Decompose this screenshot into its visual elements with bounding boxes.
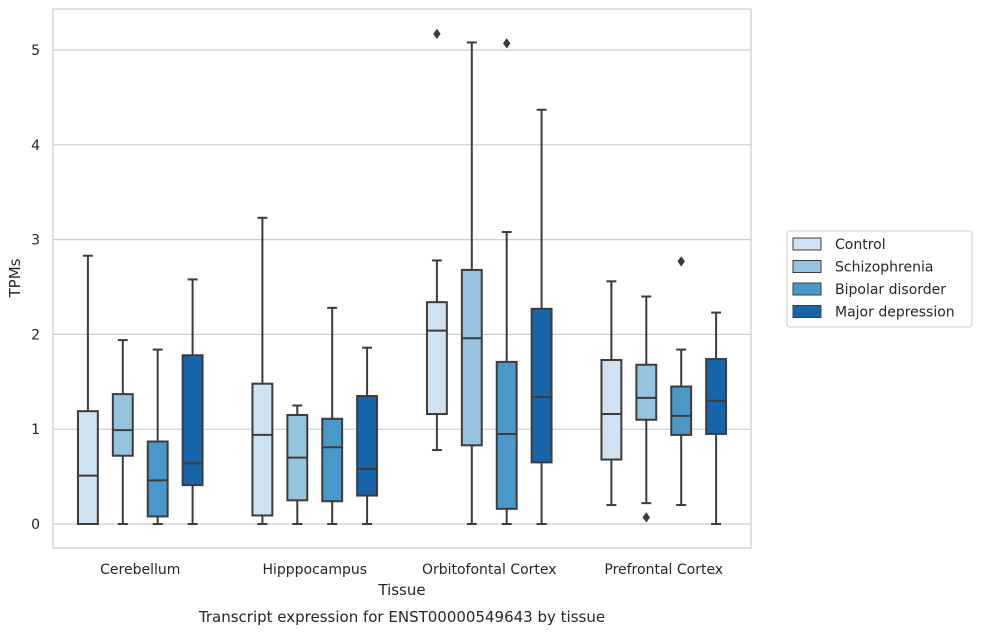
x-axis-label: Tissue bbox=[377, 581, 425, 599]
x-tick-label: Cerebellum bbox=[100, 562, 180, 578]
iqr-box bbox=[181, 354, 204, 487]
box-0-0 bbox=[76, 254, 99, 525]
box-1-1 bbox=[286, 404, 309, 525]
legend-frame bbox=[786, 230, 973, 328]
y-tick-label: 0 bbox=[31, 517, 40, 533]
plot-area bbox=[52, 8, 752, 549]
y-tick-label: 5 bbox=[31, 43, 40, 59]
legend-label: Major depression bbox=[835, 305, 955, 321]
y-tick-label: 4 bbox=[31, 138, 40, 154]
iqr-box bbox=[146, 440, 169, 518]
y-axis-ticks: 0 1 2 3 4 5 bbox=[31, 43, 40, 533]
iqr-box bbox=[460, 268, 483, 447]
box-2-1 bbox=[460, 41, 483, 525]
x-axis-ticks: Cerebellum Hipppocampus Orbitofontal Corte… bbox=[100, 562, 723, 578]
iqr-box bbox=[76, 410, 99, 525]
iqr-box bbox=[670, 385, 693, 436]
outlier-point bbox=[677, 256, 685, 267]
x-tick-label: Hipppocampus bbox=[262, 562, 367, 578]
box-2-3 bbox=[530, 108, 553, 525]
figure-caption: Transcript expression for ENST0000054964… bbox=[198, 608, 605, 626]
y-tick-label: 1 bbox=[31, 422, 40, 438]
legend: Control Schizophrenia Bipolar disorder Majo… bbox=[786, 230, 973, 328]
iqr-box bbox=[600, 358, 623, 461]
iqr-box bbox=[251, 382, 274, 517]
box-0-1 bbox=[111, 339, 134, 525]
box-3-3 bbox=[705, 311, 728, 525]
box-0-2 bbox=[146, 348, 169, 525]
y-axis-label: TPMs bbox=[6, 258, 24, 298]
box-1-2 bbox=[321, 306, 344, 525]
x-tick-label: Prefrontal Cortex bbox=[604, 562, 723, 578]
y-tick-label: 2 bbox=[31, 327, 40, 343]
legend-items: Control Schizophrenia Bipolar disorder Majo… bbox=[792, 237, 955, 321]
iqr-box bbox=[635, 363, 658, 421]
box-1-3 bbox=[356, 346, 379, 525]
legend-label: Bipolar disorder bbox=[835, 282, 946, 298]
y-gridlines bbox=[53, 49, 751, 525]
box-series bbox=[76, 28, 728, 525]
legend-swatch bbox=[792, 260, 822, 273]
box-2-2 bbox=[495, 38, 518, 525]
outlier-point bbox=[503, 38, 511, 49]
legend-label: Schizophrenia bbox=[835, 260, 933, 276]
outlier-point bbox=[433, 28, 441, 40]
iqr-box bbox=[530, 307, 553, 464]
box-0-3 bbox=[181, 278, 204, 525]
box-1-0 bbox=[251, 216, 274, 525]
x-tick-label: Orbitofontal Cortex bbox=[422, 562, 557, 578]
legend-swatch bbox=[792, 305, 822, 318]
box-3-1 bbox=[635, 295, 658, 523]
iqr-box bbox=[321, 417, 344, 503]
y-tick-label: 3 bbox=[31, 233, 40, 249]
outlier-point bbox=[642, 512, 650, 523]
iqr-box bbox=[425, 301, 448, 416]
box-3-0 bbox=[600, 280, 623, 507]
iqr-box bbox=[111, 393, 134, 457]
legend-label: Control bbox=[835, 237, 886, 253]
box-3-2 bbox=[670, 256, 693, 507]
box-2-0 bbox=[425, 28, 448, 452]
legend-swatch bbox=[792, 237, 822, 251]
iqr-box bbox=[495, 360, 518, 510]
iqr-box bbox=[356, 395, 379, 497]
legend-swatch bbox=[792, 282, 822, 296]
iqr-box bbox=[705, 358, 728, 435]
